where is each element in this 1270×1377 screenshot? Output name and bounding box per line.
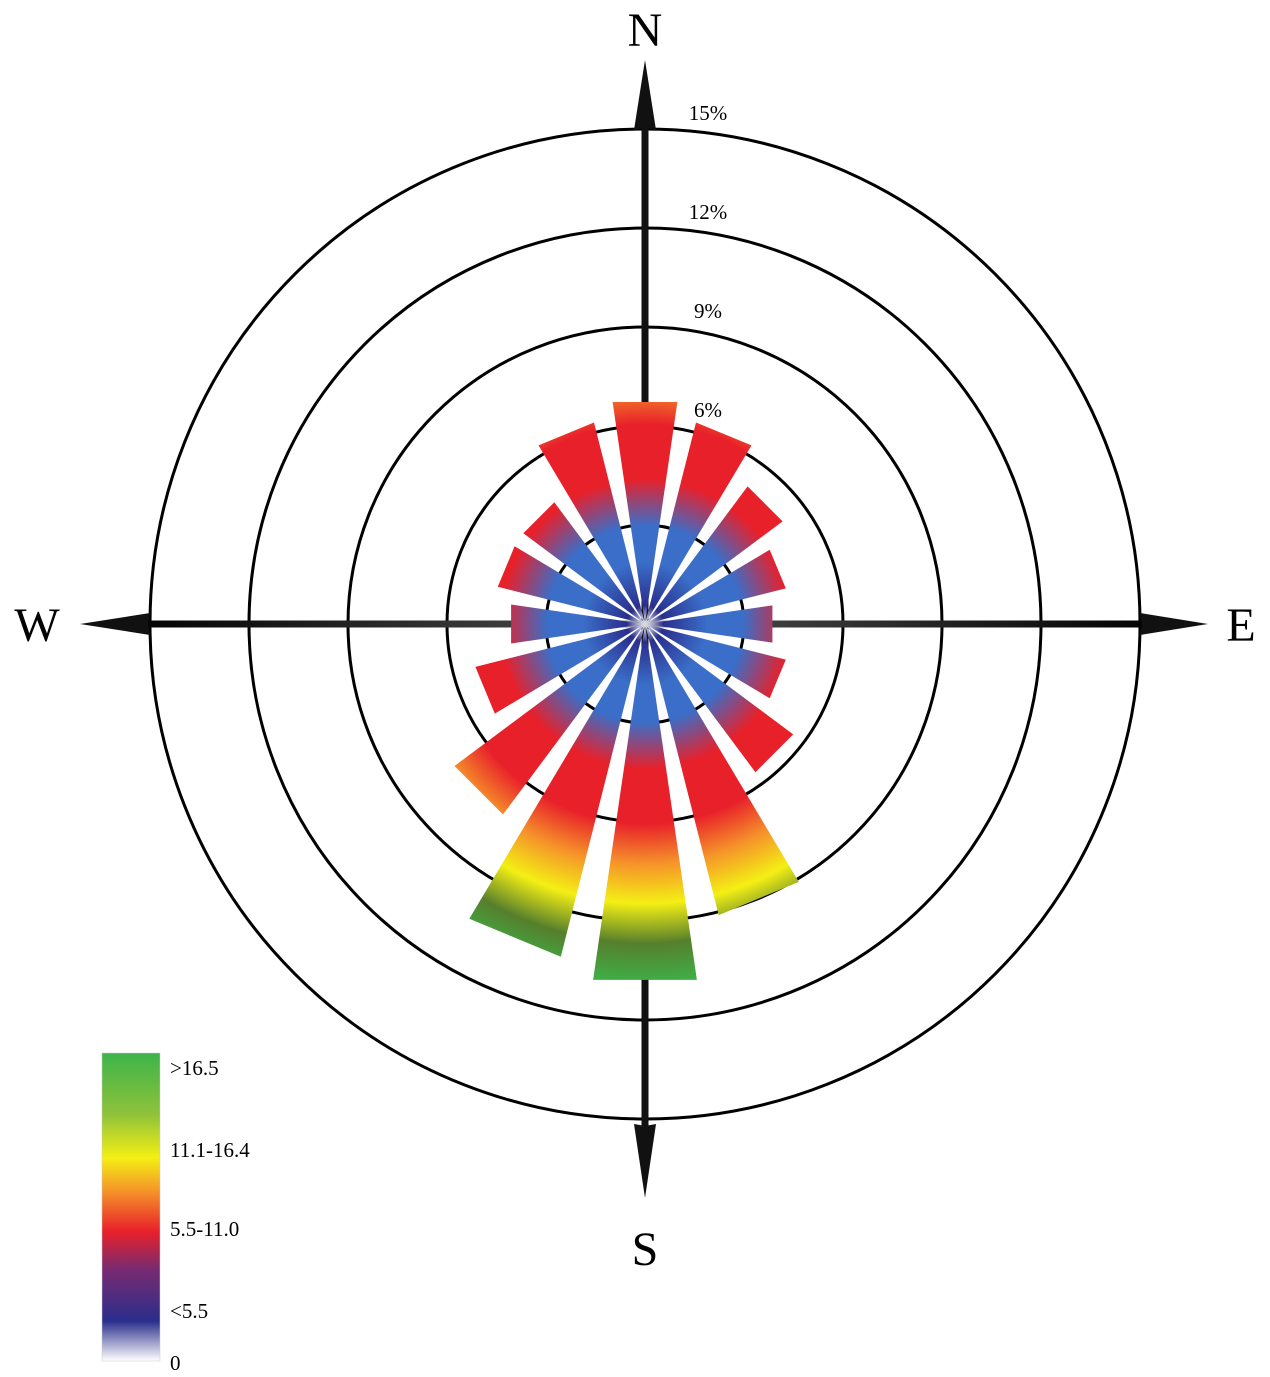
petal-n <box>612 402 678 624</box>
legend-color-bar <box>101 1052 161 1362</box>
legend-label-above-16-5: >16.5 <box>170 1056 219 1080</box>
petal-ene <box>645 549 786 624</box>
compass-north-label: N <box>628 4 663 57</box>
petal-wsw <box>475 624 645 714</box>
ring-label-9: 9% <box>694 299 722 323</box>
legend: >16.5 11.1-16.4 5.5-11.0 <5.5 0 <box>101 1052 250 1375</box>
compass-west-label: W <box>14 599 60 652</box>
compass-east-label: E <box>1226 599 1255 652</box>
legend-label-11-1-16-4: 11.1-16.4 <box>170 1138 250 1162</box>
petal-sw <box>454 624 645 815</box>
legend-label-zero: 0 <box>170 1351 181 1375</box>
petal-e <box>645 605 773 643</box>
petal-se <box>645 624 794 773</box>
ring-label-12: 12% <box>689 200 728 224</box>
petal-w <box>511 604 645 644</box>
petal-nne <box>645 422 752 624</box>
legend-label-5-5-11-0: 5.5-11.0 <box>170 1217 239 1241</box>
ring-label-15: 15% <box>689 101 728 125</box>
ring-label-6: 6% <box>694 398 722 422</box>
petal-layer <box>454 402 799 980</box>
petal-nnw <box>538 422 645 624</box>
legend-label-below-5-5: <5.5 <box>170 1299 208 1323</box>
ring-label-layer: 6% 9% 12% 15% <box>689 101 728 422</box>
petal-nw <box>523 502 645 624</box>
petal-sse <box>645 624 799 916</box>
compass-south-label: S <box>632 1223 659 1276</box>
south-arrowhead-icon <box>634 1124 656 1198</box>
north-arrowhead-icon <box>634 60 656 130</box>
petal-ssw <box>469 624 645 957</box>
petal-s <box>593 624 697 980</box>
west-arrowhead-icon <box>80 613 150 635</box>
petal-ese <box>645 624 786 699</box>
east-arrowhead-icon <box>1140 613 1208 635</box>
petal-wnw <box>497 546 645 624</box>
petal-ne <box>645 486 783 624</box>
